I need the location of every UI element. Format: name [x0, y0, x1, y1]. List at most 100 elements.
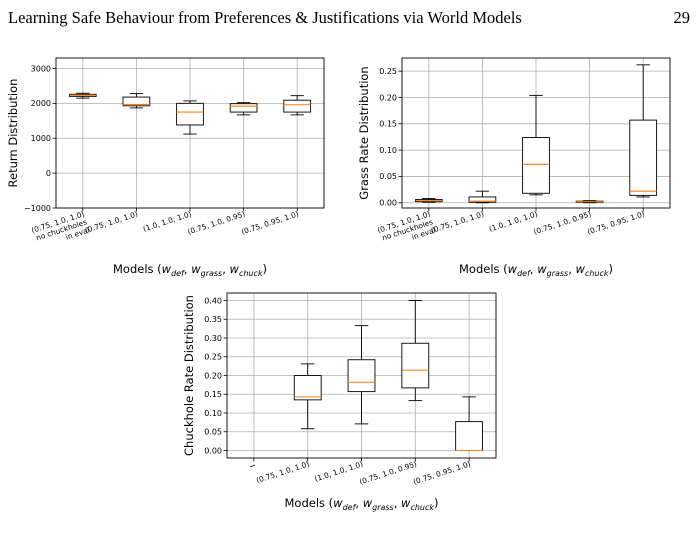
x-tick-label: (0.75, 1.0, 0.95): [533, 209, 593, 236]
y-tick-label: 2000: [31, 99, 51, 108]
x-axis-label-part: ): [263, 262, 268, 276]
box-4: [229, 102, 258, 116]
x-axis-label: Models (wdef, wgrass, wchuck): [113, 262, 267, 278]
x-axis-label-part: w: [230, 262, 240, 276]
x-tick-label-line: (0.75, 0.95, 1.0): [586, 209, 646, 236]
x-tick-label-line: (1.0, 1.0, 1.0): [488, 209, 539, 233]
x-tick-label: (0.75, 0.95, 1.0): [240, 209, 300, 236]
x-tick-label: (0.75, 1.0, 0.95): [358, 459, 418, 486]
box-5: [455, 396, 483, 452]
x-axis-label: Models (wdef, wgrass, wchuck): [284, 496, 438, 512]
box-iqr: [293, 375, 322, 401]
x-tick-label-line: (0.75, 1.0, 1.0): [255, 459, 310, 485]
x-tick-label-line: (1.0, 1.0, 1.0): [142, 209, 193, 233]
y-tick-label: 0.25: [204, 353, 222, 362]
chart-1: −1000 0 1000 2000 3000 (0.75, 1.0, 1.0)no chu…: [6, 57, 325, 278]
box-1: [414, 198, 443, 203]
x-axis-label-part: ,: [530, 262, 537, 276]
y-tick-label: 0.20: [379, 93, 397, 102]
box-5: [283, 95, 312, 116]
y-tick-label: 0.10: [379, 146, 397, 155]
box-iqr: [229, 103, 258, 113]
box-iqr: [347, 359, 376, 393]
x-axis-label-part: w: [576, 262, 586, 276]
plot-frame: [55, 57, 325, 209]
x-axis-label-part: w: [401, 496, 411, 510]
x-axis-label-part: chuck: [585, 269, 609, 278]
running-head: Learning Safe Behaviour from Preferences…: [8, 8, 690, 32]
box-3: [176, 100, 204, 135]
x-tick-empty-dash: [249, 464, 256, 468]
x-axis-label-part: w: [162, 262, 172, 276]
x-axis-label-part: ,: [394, 496, 401, 510]
box-iqr: [401, 342, 430, 389]
x-tick-label: (0.75, 1.0, 0.95): [187, 209, 247, 236]
x-axis-label-part: def: [171, 269, 185, 278]
box-iqr: [629, 119, 658, 196]
x-axis-label-part: w: [508, 262, 518, 276]
x-axis-label: Models (wdef, wgrass, wchuck): [459, 262, 613, 278]
x-axis-label-part: ): [609, 262, 614, 276]
x-tick-label: (1.0, 1.0, 1.0): [313, 459, 364, 483]
x-tick-label: (1.0, 1.0, 1.0): [142, 209, 193, 233]
x-axis-label-part: Models (: [284, 496, 333, 510]
y-tick-label: 0.05: [204, 428, 222, 437]
x-axis-label-part: grass: [201, 269, 223, 278]
box-3: [347, 325, 376, 425]
box-3: [522, 94, 550, 196]
x-tick-label-line: (1.0, 1.0, 1.0): [313, 459, 364, 483]
box-iqr: [455, 421, 483, 451]
x-tick-label-line: (0.75, 0.95, 1.0): [412, 459, 472, 486]
x-tick-label-line: (0.75, 1.0, 0.95): [187, 209, 247, 236]
box-2: [293, 363, 322, 430]
x-axis-label-part: def: [517, 269, 531, 278]
y-axis-label: Return Distribution: [6, 79, 20, 188]
y-tick-label: 1000: [31, 134, 51, 143]
x-axis-label-part: Models (: [113, 262, 162, 276]
x-axis-label-part: grass: [372, 503, 394, 512]
box-iqr: [122, 96, 151, 107]
y-tick-label: 0.05: [379, 172, 397, 181]
x-axis-label-part: def: [343, 503, 357, 512]
x-tick-label: (0.75, 1.0, 1.0)no chuckholesin eval: [376, 209, 437, 251]
y-tick-label: 0: [46, 169, 51, 178]
y-tick-label: 0.00: [379, 199, 397, 208]
x-tick-label: (0.75, 1.0, 1.0): [84, 209, 139, 235]
x-tick-label-line: (0.75, 1.0, 1.0): [84, 209, 139, 235]
x-axis-label-part: ,: [222, 262, 229, 276]
box-4: [575, 200, 604, 204]
y-tick-label: 3000: [31, 64, 51, 73]
box-iqr: [283, 99, 312, 113]
chart-3: 0.00 0.05 0.10 0.15 0.20 0.25 0.30 0.35 0.40 (0.7…: [182, 292, 497, 512]
box-5: [629, 64, 658, 198]
x-axis-label-part: w: [363, 496, 373, 510]
y-axis-label: Grass Rate Distribution: [357, 66, 371, 199]
x-axis-label-part: w: [537, 262, 547, 276]
x-tick-label: (0.75, 0.95, 1.0): [586, 209, 646, 236]
x-axis-label-part: ,: [184, 262, 191, 276]
x-tick-label-line: (0.75, 1.0, 0.95): [533, 209, 593, 236]
x-tick-label: (0.75, 0.95, 1.0): [412, 459, 472, 486]
box-2: [122, 93, 151, 109]
x-axis-label-part: w: [191, 262, 201, 276]
x-tick-label: (0.75, 1.0, 1.0): [430, 209, 485, 235]
x-tick-label: (0.75, 1.0, 1.0)no chuckholesin eval: [30, 209, 91, 251]
x-axis-label-part: chuck: [410, 503, 434, 512]
y-tick-label: 0.00: [204, 446, 222, 455]
y-tick-label: −1000: [24, 204, 51, 213]
x-axis-label-part: w: [333, 496, 343, 510]
x-tick-label-line: (0.75, 1.0, 0.95): [358, 459, 418, 486]
y-tick-label: 0.30: [204, 334, 222, 343]
y-tick-label: 0.10: [204, 409, 222, 418]
x-axis-label-part: ,: [568, 262, 575, 276]
box-iqr: [176, 102, 204, 126]
x-axis-label-part: chuck: [239, 269, 263, 278]
y-tick-label: 0.40: [204, 296, 222, 305]
y-tick-label: 0.15: [379, 120, 397, 129]
plot-frame: [226, 292, 497, 459]
x-tick-label-line: (0.75, 1.0, 1.0): [430, 209, 485, 235]
x-axis-label-part: ,: [355, 496, 362, 510]
x-axis-label-part: grass: [547, 269, 569, 278]
box-2: [468, 190, 497, 204]
